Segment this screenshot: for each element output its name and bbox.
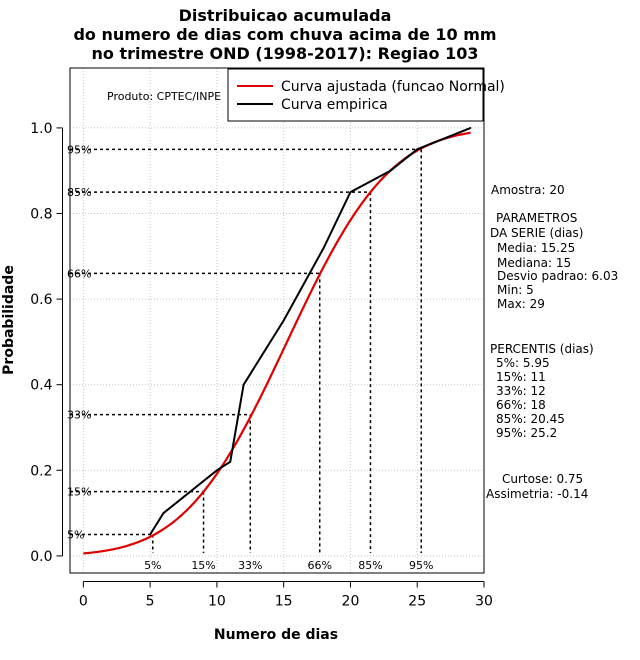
stat-param-title-2: DA SERIE (dias) <box>490 226 583 240</box>
x-tick-label-2: 10 <box>208 594 226 610</box>
stat-max: Max: 29 <box>497 297 545 311</box>
percentile-guides: 5% 5% 15% 15% 33% 33% 66% 66% 85% 85% 95% 95% <box>67 143 433 572</box>
stat-desvio: Desvio padrao: 6.03 <box>497 269 618 283</box>
legend-box <box>227 68 484 122</box>
x-tick-label-3: 15 <box>275 594 293 610</box>
axis-layer: 0 5 10 15 20 25 30 0.0 0.2 0.4 0.6 0.8 1.0 <box>30 121 493 610</box>
stat-p15: 15%: 11 <box>496 370 546 384</box>
empirical-point-7 <box>349 191 352 193</box>
percentile-left-label-2: 33% <box>67 409 91 422</box>
percentile-bottom-label-5: 95% <box>409 559 433 572</box>
x-tick-label-6: 30 <box>475 594 493 610</box>
y-tick-label-1: 0.2 <box>30 463 52 479</box>
stat-perc-title: PERCENTIS (dias) <box>490 342 594 356</box>
stat-p33: 33%: 12 <box>496 384 546 398</box>
x-tick-label-0: 0 <box>79 594 88 610</box>
y-tick-label-3: 0.6 <box>30 292 52 308</box>
percentile-bottom-label-1: 15% <box>191 559 215 572</box>
percentile-left-label-0: 5% <box>67 528 84 541</box>
y-tick-label-2: 0.4 <box>30 378 52 394</box>
empirical-point-9 <box>416 148 419 151</box>
percentile-bottom-label-0: 5% <box>144 559 161 572</box>
grid-layer <box>70 68 485 573</box>
empirical-point-1 <box>162 512 165 514</box>
stats-panel: Amostra: 20 PARAMETROS DA SERIE (dias) M… <box>486 183 618 501</box>
empirical-point-6 <box>322 246 325 249</box>
plot-frame <box>69 67 485 574</box>
percentile-left-label-5: 95% <box>67 143 91 156</box>
empirical-point-8 <box>389 169 392 172</box>
stat-assimetria: Assimetria: -0.14 <box>486 487 588 501</box>
percentile-bottom-label-3: 66% <box>308 559 332 572</box>
chart-title-line-1: Distribuicao acumulada <box>179 6 392 25</box>
empirical-point-5 <box>282 319 285 322</box>
y-tick-label-0: 0.0 <box>30 549 52 565</box>
chart-title-line-2: do numero de dias com chuva acima de 10 … <box>73 25 496 44</box>
empirical-point-4 <box>242 383 245 386</box>
empirical-curve-0 <box>149 126 472 536</box>
stat-media: Media: 15.25 <box>497 241 575 255</box>
legend: Curva ajustada (funcao Normal) Curva emp… <box>227 68 505 122</box>
percentile-bottom-label-4: 85% <box>358 559 382 572</box>
percentile-left-label-4: 85% <box>67 186 91 199</box>
stat-p5: 5%: 5.95 <box>496 356 550 370</box>
x-axis-label: Numero de dias <box>214 627 338 643</box>
y-axis-label: Probabilidade <box>1 265 17 375</box>
stat-param-title-1: PARAMETROS <box>496 211 577 225</box>
chart-title-line-3: no trimestre OND (1998-2017): Regiao 103 <box>92 44 479 63</box>
stat-p66: 66%: 18 <box>496 398 546 412</box>
percentile-left-label-3: 66% <box>67 267 91 280</box>
percentile-bottom-label-2: 33% <box>238 559 262 572</box>
x-tick-label-1: 5 <box>146 594 155 610</box>
y-tick-label-5: 1.0 <box>30 121 52 137</box>
stat-amostra: Amostra: 20 <box>491 183 565 197</box>
y-tick-label-4: 0.8 <box>30 207 52 223</box>
stat-min: Min: 5 <box>497 283 534 297</box>
x-tick-label-4: 20 <box>342 594 360 610</box>
stat-p95: 95%: 25.2 <box>496 426 557 440</box>
stat-p85: 85%: 20.45 <box>496 412 565 426</box>
series-layer <box>83 126 472 555</box>
percentile-left-label-1: 15% <box>67 486 91 499</box>
empirical-point-10 <box>469 127 472 129</box>
stat-mediana: Mediana: 15 <box>497 256 571 270</box>
stat-curtose: Curtose: 0.75 <box>502 472 583 486</box>
empirical-point-3 <box>229 460 232 463</box>
legend-label-normal: Curva ajustada (funcao Normal) <box>281 79 505 95</box>
product-label: Produto: CPTEC/INPE <box>107 90 221 103</box>
empirical-point-2 <box>216 469 218 472</box>
legend-label-empirica: Curva empirica <box>281 97 388 113</box>
fitted-normal-curve <box>83 131 471 555</box>
empirical-point-0 <box>149 533 151 536</box>
x-tick-label-5: 25 <box>408 594 426 610</box>
